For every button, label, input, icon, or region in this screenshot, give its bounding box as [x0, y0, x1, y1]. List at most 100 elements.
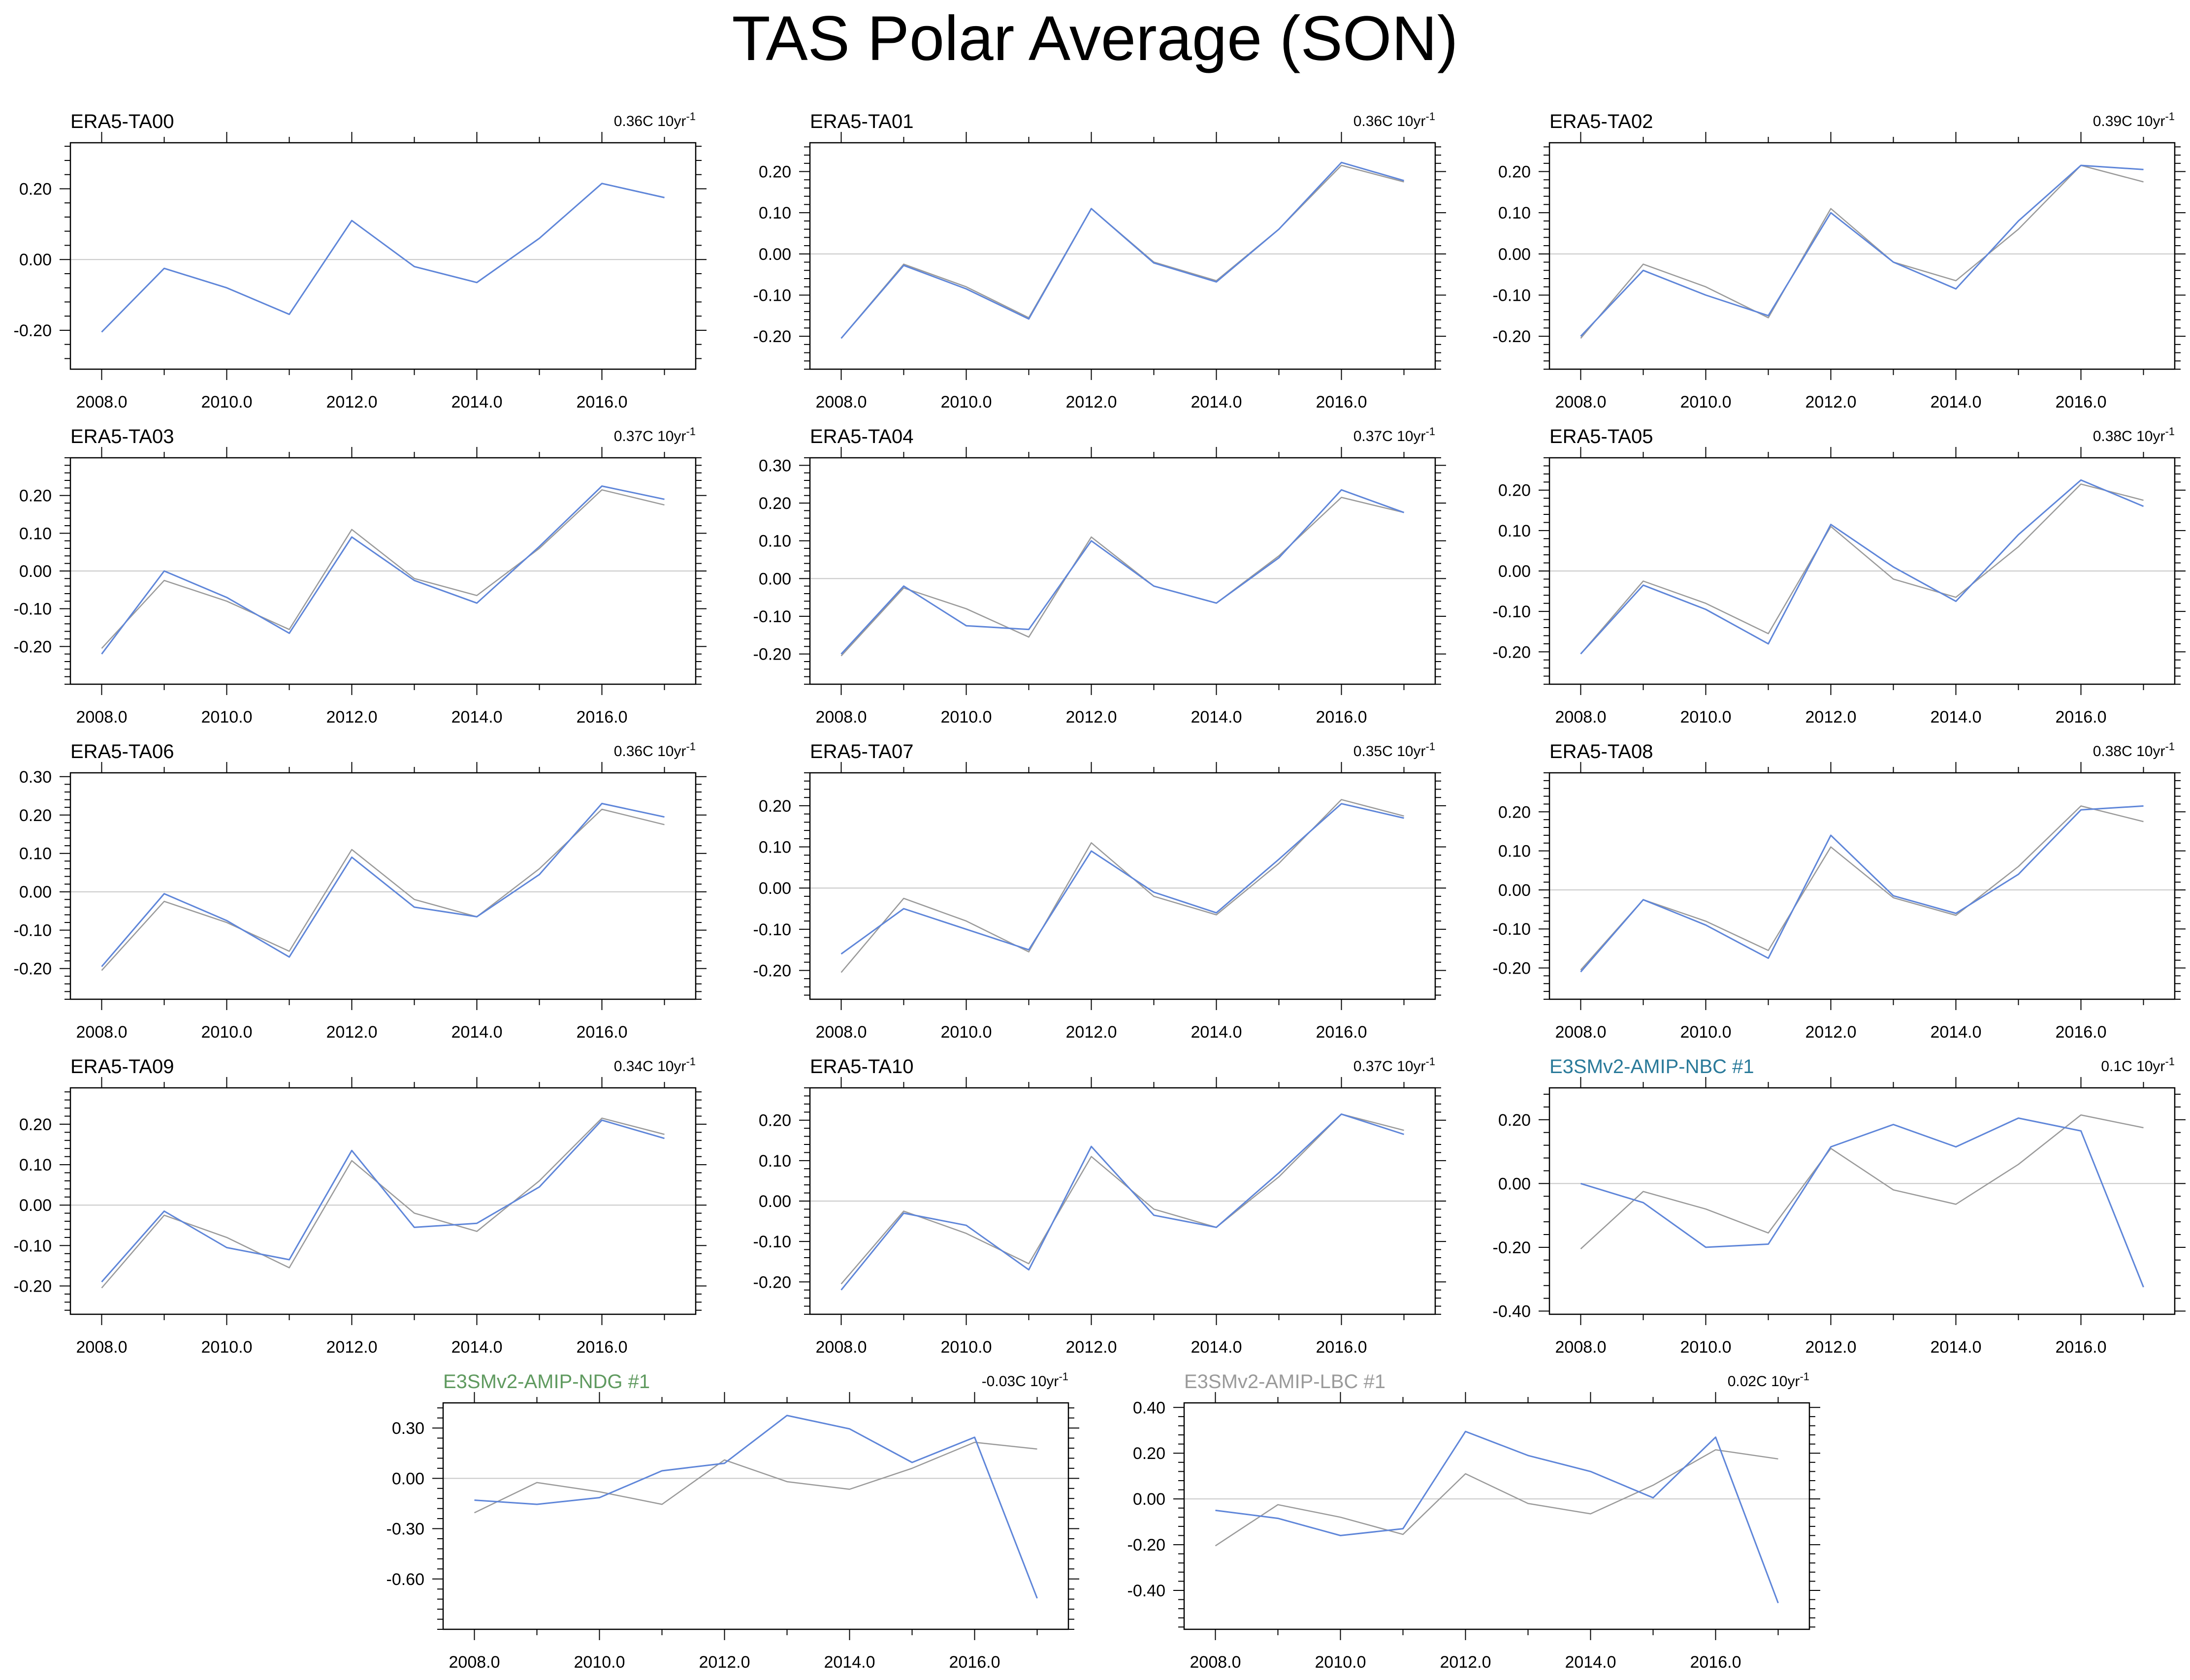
- panel-title: ERA5-TA00: [70, 111, 174, 132]
- series-model-line: [840, 1113, 1404, 1291]
- plot-frame: [1548, 772, 2176, 1000]
- panel-title: ERA5-TA09: [70, 1056, 174, 1078]
- x-tick-label: 2008.0: [1190, 1653, 1241, 1672]
- series-model-line: [840, 161, 1404, 339]
- plot-frame: [442, 1402, 1069, 1630]
- trend-unit-superscript: -1: [1425, 1055, 1435, 1068]
- series-reference-line: [474, 1441, 1037, 1514]
- trend-unit-superscript: -1: [1425, 425, 1435, 438]
- y-tick-label: -0.10: [753, 920, 792, 939]
- series-reference-line: [840, 164, 1404, 339]
- trend-unit-superscript: -1: [686, 740, 696, 753]
- plot-frame: [809, 142, 1436, 370]
- trend-label: 0.37C 10yr-1: [614, 425, 696, 444]
- page-title: TAS Polar Average (SON): [732, 3, 1458, 74]
- series-model-line: [101, 183, 665, 333]
- plot-frame: [69, 772, 697, 1000]
- x-tick-label: 2012.0: [1440, 1653, 1491, 1672]
- x-tick-label: 2010.0: [201, 1023, 253, 1042]
- y-tick-label: -0.10: [14, 600, 52, 619]
- y-tick-label: 0.00: [19, 251, 52, 269]
- chart-panel: 2008.0 2010.0 2012.0 2014.0 2016.0 -0.20 -0.10…: [14, 1055, 707, 1357]
- y-tick-label: 0.10: [19, 1156, 52, 1174]
- y-tick-label: 0.00: [759, 879, 791, 898]
- trend-value: 0.37C 10yr: [1353, 1058, 1426, 1075]
- x-tick-label: 2008.0: [1555, 393, 1607, 412]
- y-tick-label: 0.00: [1133, 1490, 1165, 1509]
- y-tick-label: -0.20: [1127, 1536, 1166, 1554]
- series-model-line: [1215, 1430, 1779, 1604]
- x-tick-label: 2012.0: [1805, 1338, 1857, 1357]
- y-tick-label: -0.20: [753, 327, 792, 346]
- x-tick-label: 2012.0: [1805, 1023, 1857, 1042]
- trend-unit-superscript: -1: [2165, 110, 2175, 123]
- trend-unit-superscript: -1: [686, 110, 696, 123]
- y-tick-label: -0.20: [14, 321, 52, 340]
- trend-label: -0.03C 10yr-1: [982, 1370, 1068, 1390]
- y-tick-label: -0.20: [753, 1273, 792, 1292]
- panel-title: ERA5-TA08: [1549, 741, 1653, 762]
- y-tick-label: -0.10: [753, 286, 792, 305]
- y-tick-label: 0.30: [19, 768, 52, 787]
- series-reference-line: [101, 489, 665, 649]
- y-tick-label: -0.10: [1493, 920, 1531, 939]
- series-reference-line: [1580, 805, 2144, 971]
- x-tick-label: 2014.0: [451, 1338, 503, 1357]
- x-tick-label: 2016.0: [2056, 1023, 2107, 1042]
- y-tick-label: 0.10: [759, 204, 791, 222]
- x-tick-label: 2014.0: [451, 1023, 503, 1042]
- x-tick-label: 2014.0: [1191, 1338, 1242, 1357]
- chart-panel: 2008.0 2010.0 2012.0 2014.0 2016.0 -0.20 -0.10…: [14, 740, 707, 1042]
- y-tick-label: 0.10: [19, 845, 52, 863]
- trend-label: 0.36C 10yr-1: [1353, 110, 1435, 129]
- y-tick-label: 0.00: [19, 883, 52, 902]
- x-tick-label: 2008.0: [816, 1338, 867, 1357]
- y-tick-label: 0.00: [392, 1469, 424, 1488]
- y-tick-label: -0.10: [1493, 286, 1531, 305]
- y-tick-label: 0.40: [1133, 1398, 1165, 1417]
- x-tick-label: 2008.0: [1555, 1338, 1607, 1357]
- panel-title: ERA5-TA07: [810, 741, 913, 762]
- trend-unit-superscript: -1: [1800, 1370, 1809, 1383]
- x-tick-label: 2014.0: [1191, 393, 1242, 412]
- x-tick-label: 2014.0: [1565, 1653, 1616, 1672]
- x-tick-label: 2008.0: [76, 1338, 128, 1357]
- x-tick-label: 2012.0: [1066, 708, 1117, 727]
- y-tick-label: -0.10: [753, 607, 792, 626]
- y-tick-label: 0.10: [1498, 522, 1531, 540]
- y-tick-label: 0.20: [19, 180, 52, 198]
- panel-title: ERA5-TA05: [1549, 426, 1653, 447]
- y-tick-label: 0.20: [759, 797, 791, 816]
- x-tick-label: 2010.0: [201, 1338, 253, 1357]
- y-tick-label: 0.10: [1498, 204, 1531, 222]
- x-tick-label: 2014.0: [1931, 393, 1982, 412]
- y-tick-label: -0.20: [14, 637, 52, 656]
- chart-panel: 2008.0 2010.0 2012.0 2014.0 2016.0 -0.20 -0.10…: [1493, 740, 2186, 1042]
- chart-panel: 2008.0 2010.0 2012.0 2014.0 2016.0 -0.60 -0.30…: [386, 1370, 1079, 1672]
- y-tick-label: 0.20: [1498, 481, 1531, 500]
- y-tick-label: -0.10: [753, 1233, 792, 1251]
- y-tick-label: 0.10: [759, 838, 791, 857]
- x-tick-label: 2012.0: [1066, 393, 1117, 412]
- x-tick-label: 2012.0: [1805, 393, 1857, 412]
- x-tick-label: 2012.0: [1805, 708, 1857, 727]
- x-tick-label: 2010.0: [941, 708, 992, 727]
- x-tick-label: 2016.0: [1316, 1023, 1367, 1042]
- y-tick-label: 0.00: [759, 1192, 791, 1211]
- y-tick-label: 0.10: [19, 524, 52, 543]
- y-tick-label: 0.20: [759, 1111, 791, 1130]
- y-tick-label: 0.00: [19, 1196, 52, 1215]
- y-tick-label: 0.00: [1498, 562, 1531, 581]
- y-tick-label: -0.10: [14, 1236, 52, 1255]
- trend-value: 0.37C 10yr: [1353, 428, 1426, 444]
- panel-title: ERA5-TA02: [1549, 111, 1653, 132]
- trend-unit-superscript: -1: [2165, 740, 2175, 753]
- series-model-line: [1580, 479, 2144, 655]
- x-tick-label: 2008.0: [76, 708, 128, 727]
- series-reference-line: [101, 1117, 665, 1289]
- trend-label: 0.36C 10yr-1: [614, 740, 696, 760]
- y-tick-label: 0.20: [1498, 1111, 1531, 1130]
- y-tick-label: 0.00: [759, 570, 791, 588]
- series-model-line: [101, 1119, 665, 1283]
- x-tick-label: 2016.0: [1690, 1653, 1741, 1672]
